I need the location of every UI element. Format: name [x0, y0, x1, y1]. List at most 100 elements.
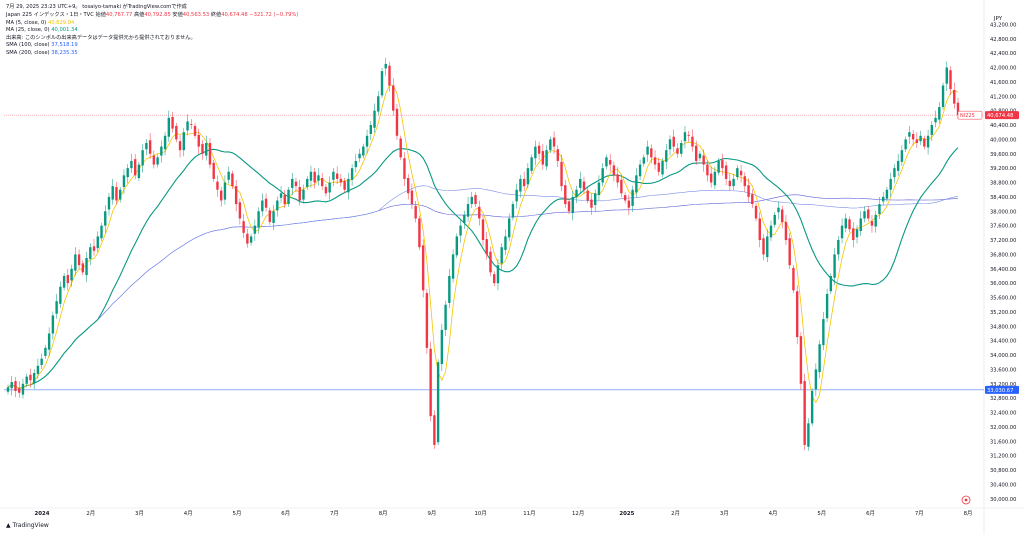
y-tick-label: 33,200.00: [990, 382, 1016, 388]
legend-sma100-row[interactable]: SMA (100, close) 37,518.19: [6, 42, 298, 50]
ni-label-text: NI225: [960, 113, 975, 119]
candle-body: [317, 175, 320, 181]
candle-body: [799, 336, 803, 384]
candle-body: [388, 65, 391, 86]
candle-body: [85, 258, 88, 276]
candle-body: [44, 347, 47, 356]
y-tick-label: 31,600.00: [990, 439, 1016, 445]
candle-body: [36, 365, 40, 374]
open-label: 始値: [95, 12, 106, 18]
y-tick-label: 35,600.00: [990, 296, 1016, 302]
candle-body: [736, 168, 739, 178]
candle-body: [855, 229, 859, 238]
candle-body: [537, 145, 541, 154]
price-label-box: [985, 111, 1019, 120]
y-tick-label: 41,600.00: [990, 80, 1016, 86]
candle-body: [769, 225, 773, 238]
candle-body: [47, 333, 51, 350]
candle-body: [485, 239, 488, 255]
candle-body: [40, 358, 43, 365]
y-tick-label: 30,800.00: [990, 468, 1016, 474]
candle-body: [406, 178, 410, 194]
candle-body: [840, 225, 844, 239]
candle-body: [900, 150, 904, 162]
candle-body: [777, 207, 780, 213]
candle-body: [246, 233, 249, 244]
candle-body: [354, 160, 358, 168]
legend-ma5-row[interactable]: MA (5, close, 0) 40,829.04: [6, 20, 298, 28]
y-tick-label: 35,200.00: [990, 310, 1016, 316]
candle-body: [496, 265, 500, 284]
candle-body: [414, 205, 417, 219]
candle-body: [29, 374, 32, 381]
candle-body: [773, 214, 776, 225]
ma25-label: MA (25, close, 0): [6, 27, 50, 34]
y-tick-label: 38,400.00: [990, 195, 1016, 201]
candle-body: [915, 139, 919, 143]
candle-body: [571, 196, 574, 214]
candle-body: [96, 236, 99, 249]
candle-body: [276, 200, 279, 211]
candle-body: [324, 187, 328, 194]
candle-body: [822, 319, 825, 346]
alert-icon-dot: [964, 498, 968, 502]
candle-body: [257, 211, 260, 228]
candle-body: [145, 142, 148, 150]
y-tick-label: 30,400.00: [990, 482, 1016, 488]
candle-body: [653, 157, 657, 165]
candle-body: [870, 221, 874, 226]
candle-body: [384, 63, 387, 69]
ma5-label: MA (5, close, 0): [6, 19, 47, 26]
candle-body: [89, 247, 92, 259]
x-tick-label: 2024: [34, 511, 49, 517]
candle-body: [156, 157, 159, 165]
candle-body: [758, 218, 761, 241]
candle-body: [896, 160, 900, 171]
candle-body: [534, 146, 537, 159]
candle-body: [347, 178, 350, 193]
candle-body: [455, 236, 459, 256]
candle-body: [208, 142, 212, 165]
close-label: 終値: [210, 12, 222, 18]
candle-body: [792, 267, 795, 291]
candle-body: [556, 149, 560, 161]
volume-note: 出来高: このシンボルの出来高データはデータ提供元から提供されておりません。: [6, 34, 196, 41]
candle-body: [377, 96, 380, 112]
candle-body: [223, 182, 227, 200]
candle-body: [788, 238, 791, 266]
candle-body: [205, 142, 208, 156]
y-tick-label: 38,000.00: [990, 209, 1016, 215]
candle-body: [930, 125, 934, 135]
tradingview-logo-text: TradingView: [12, 522, 49, 529]
legend-ma25-row[interactable]: MA (25, close, 0) 40,001.34: [6, 27, 298, 35]
candle-body: [279, 193, 283, 198]
candle-body: [10, 382, 13, 389]
candle-body: [582, 181, 586, 190]
candle-body: [242, 221, 245, 233]
candle-body: [889, 178, 892, 190]
candle-body: [702, 155, 705, 165]
candle-body: [739, 170, 743, 176]
candle-body: [687, 134, 690, 136]
change-value: −321.72 (−0.79%): [249, 12, 299, 18]
legend-sma200-row[interactable]: SMA (200, close) 38,235.35: [6, 50, 298, 58]
candle-body: [481, 219, 485, 241]
tradingview-logo[interactable]: ▲ TradingView: [6, 522, 49, 529]
candle-body: [646, 146, 649, 155]
candle-body: [751, 194, 754, 205]
candle-body: [953, 89, 956, 104]
candle-body: [709, 173, 713, 183]
candle-body: [616, 174, 619, 183]
y-tick-label: 41,200.00: [990, 94, 1016, 100]
candle-body: [77, 254, 81, 266]
candle-body: [661, 160, 664, 175]
candle-body: [680, 142, 683, 154]
y-tick-label: 32,400.00: [990, 411, 1016, 417]
candle-body: [807, 423, 810, 447]
y-tick-label: 34,000.00: [990, 353, 1016, 359]
candle-body: [122, 175, 126, 188]
symbol-title: Japan 225 インデックス・1日・TVC: [6, 12, 94, 18]
sma100-line: [7, 185, 959, 389]
